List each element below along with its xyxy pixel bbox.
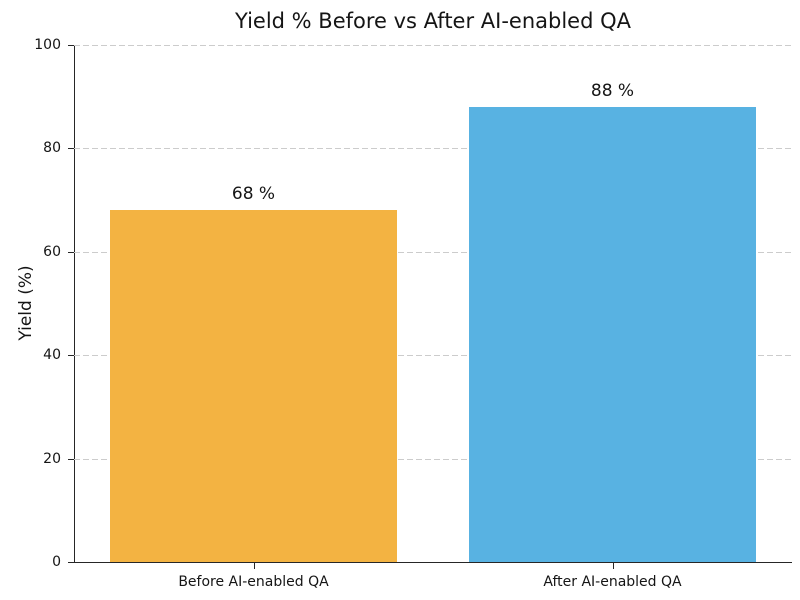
chart-title: Yield % Before vs After AI-enabled QA xyxy=(234,9,632,33)
x-axis-spine xyxy=(74,562,792,563)
y-tick-mark xyxy=(68,251,74,253)
y-tick-mark xyxy=(68,458,74,460)
y-tick-mark xyxy=(68,562,74,563)
bar-value-label: 68 % xyxy=(231,184,276,205)
y-tick-label: 0 xyxy=(52,554,61,570)
y-tick-label: 80 xyxy=(43,140,61,157)
y-tick-label: 60 xyxy=(43,243,61,260)
bar-1 xyxy=(468,107,757,562)
gridline-y-40 xyxy=(74,355,792,357)
gridline-y-80 xyxy=(74,148,792,150)
y-tick-mark xyxy=(68,148,74,150)
y-tick-label: 20 xyxy=(43,450,61,467)
gridline-y-20 xyxy=(74,458,792,460)
x-category-label: After AI-enabled QA xyxy=(543,574,682,590)
y-tick-label: 100 xyxy=(34,37,61,53)
gridline-y-100 xyxy=(74,45,792,46)
gridline-y-60 xyxy=(74,251,792,253)
y-tick-label: 40 xyxy=(43,347,61,364)
plot-area: 0 20 40 60 80 100 68 % Before AI-enabled QA 88 %… xyxy=(34,37,792,590)
y-axis-label: Yield (%) xyxy=(16,265,36,341)
y-axis-spine xyxy=(74,45,75,562)
bar-0 xyxy=(109,210,398,562)
x-tick-mark xyxy=(253,563,255,569)
x-category-label: Before AI-enabled QA xyxy=(178,574,329,590)
x-tick-mark xyxy=(612,563,614,569)
y-tick-mark xyxy=(68,355,74,357)
bar-value-label: 88 % xyxy=(590,81,635,102)
y-tick-mark xyxy=(68,45,74,46)
